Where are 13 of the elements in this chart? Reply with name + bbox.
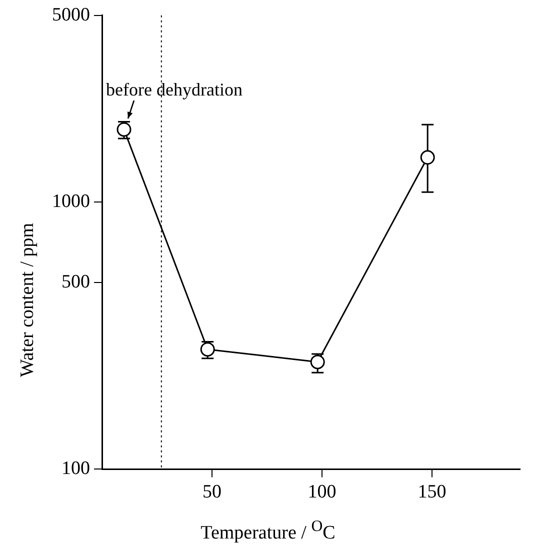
x-tick-label: 100 [308, 482, 336, 503]
x-tick-label: 150 [418, 482, 446, 503]
y-tick-label: 5000 [52, 4, 90, 26]
point [420, 150, 435, 165]
annotation: before dehydration [106, 79, 242, 100]
y-tick-label: 100 [62, 458, 90, 480]
y-axis-title: Water content / ppm [17, 222, 39, 378]
x-tick-label: 50 [202, 482, 222, 503]
x-axis-title: Temperature / $^{O}$C [200, 518, 336, 544]
y-tick-label: 500 [62, 271, 90, 292]
y-tick-label: 1000 [52, 191, 90, 212]
point [310, 354, 325, 370]
point [200, 342, 215, 357]
